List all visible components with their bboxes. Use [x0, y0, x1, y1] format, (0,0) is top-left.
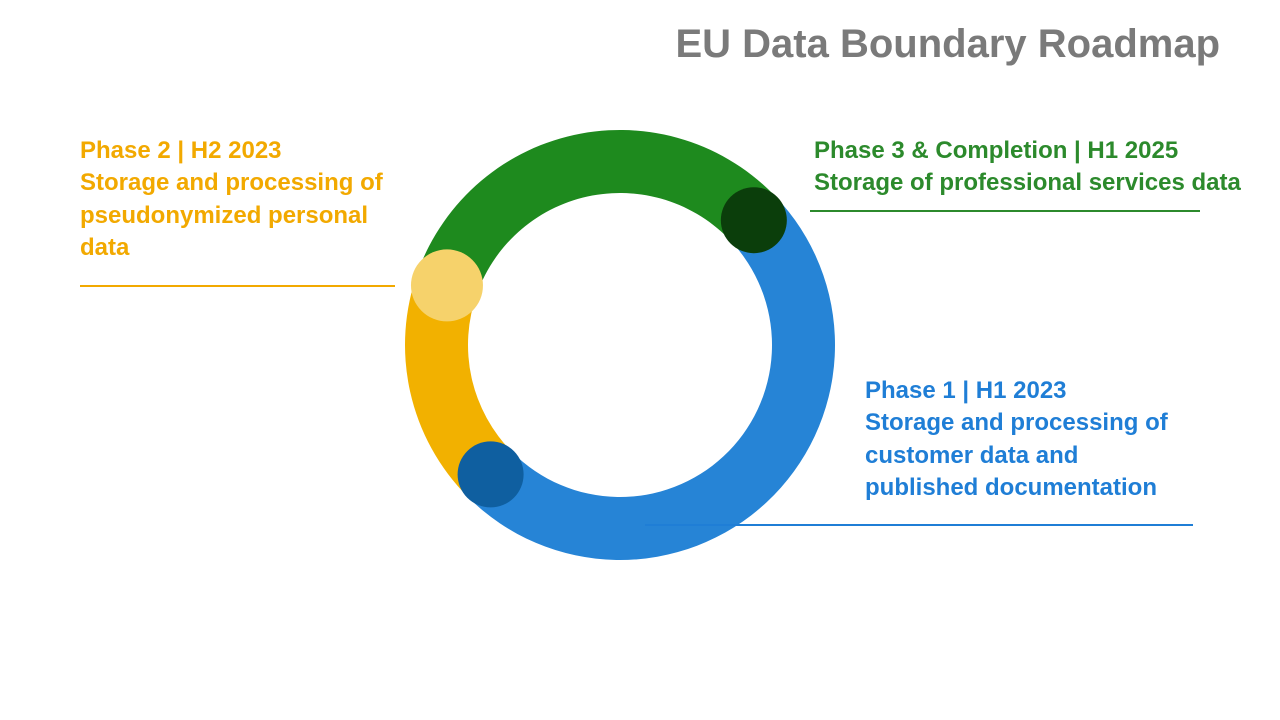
ring-svg	[390, 115, 850, 575]
phase1-label: Phase 1 | H1 2023 Storage and processing…	[865, 375, 1195, 505]
phase1-blue	[468, 204, 835, 560]
phase3-desc: Storage of professional services data	[814, 167, 1254, 199]
phase3-title: Phase 3 & Completion | H1 2025	[814, 135, 1254, 167]
phase1-title: Phase 1 | H1 2023	[865, 375, 1195, 407]
phase2-label: Phase 2 | H2 2023 Storage and processing…	[80, 135, 410, 265]
dot-yellow-light	[411, 249, 483, 321]
phase1-desc: Storage and processing of customer data …	[865, 407, 1195, 504]
phase3-underline	[810, 210, 1200, 212]
phase2-underline	[80, 285, 395, 287]
phase2-desc: Storage and processing of pseudonymized …	[80, 167, 410, 264]
roadmap-ring	[390, 115, 850, 575]
dot-green-dark	[721, 187, 787, 253]
page-title: EU Data Boundary Roadmap	[675, 22, 1220, 67]
dot-blue-dark	[458, 441, 524, 507]
phase2-title: Phase 2 | H2 2023	[80, 135, 410, 167]
phase1-underline	[645, 524, 1193, 526]
phase3-label: Phase 3 & Completion | H1 2025 Storage o…	[814, 135, 1254, 200]
